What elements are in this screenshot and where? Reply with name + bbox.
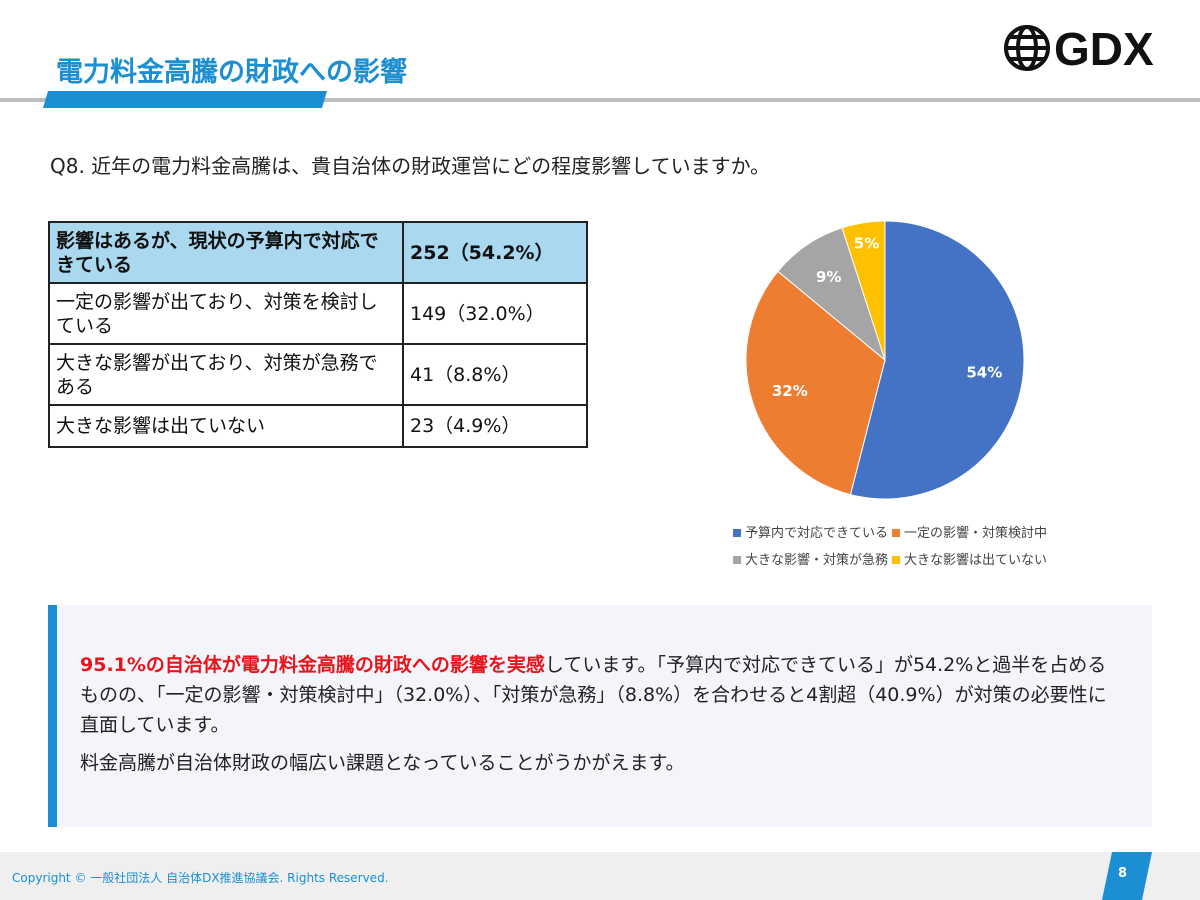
legend-label: 大きな影響は出ていない	[904, 553, 1048, 568]
table-row: 大きな影響は出ていない 23（4.9%）	[48, 404, 588, 448]
question: Q8. 近年の電力料金高騰は、貴自治体の財政運営にどの程度影響していますか。	[50, 154, 771, 178]
summary-text: しています。「予算内で対応できている」が54.2%と過半を占めるものの、「一定の…	[80, 654, 1107, 736]
table-cell: 一定の影響が出ており、対策を検討している	[48, 282, 404, 345]
data-label: 9%	[816, 268, 841, 286]
table-cell: 149（32.0%）	[402, 282, 588, 345]
highlight: 95.1%の自治体が電力料金高騰の財政への影響を実感	[80, 654, 545, 676]
table-cell: 大きな影響が出ており、対策が急務である	[48, 343, 404, 406]
title: 電力料金高騰の財政への影響	[56, 57, 407, 88]
data-label: 54%	[966, 364, 1002, 382]
legend-swatch	[892, 556, 900, 564]
summary: 95.1%の自治体が電力料金高騰の財政への影響を実感しています。「予算内で対応で…	[80, 650, 1125, 786]
legend-item: 大きな影響は出ていない	[892, 547, 1047, 574]
summary-paragraph: 95.1%の自治体が電力料金高騰の財政への影響を実感しています。「予算内で対応で…	[80, 650, 1125, 740]
title-bar	[43, 91, 327, 108]
data-label: 5%	[854, 234, 879, 252]
pie-slice	[745, 270, 886, 496]
table-cell: 大きな影響は出ていない	[48, 404, 404, 448]
pie-slice	[849, 220, 1025, 500]
page-badge	[1102, 852, 1152, 900]
summary-paragraph: 料金高騰が自治体財政の幅広い課題となっていることがうかがえます。	[80, 752, 685, 774]
legend-item: 一定の影響・対策検討中	[892, 520, 1047, 547]
legend-item: 大きな影響・対策が急務	[732, 547, 888, 574]
legend-label: 予算内で対応できている	[744, 526, 888, 541]
table-cell: 41（8.8%）	[402, 343, 588, 406]
table-cell: 252（54.2%）	[402, 221, 588, 284]
pie-slice	[777, 227, 887, 362]
table-cell: 23（4.9%）	[402, 404, 588, 448]
logo-text: GDX	[1054, 23, 1154, 75]
pie-chart: 54% 32% 9% 5%	[745, 220, 1025, 500]
legend-label: 一定の影響・対策検討中	[904, 526, 1048, 541]
table-row: 一定の影響が出ており、対策を検討している 149（32.0%）	[48, 282, 588, 345]
legend-item: 予算内で対応できている	[732, 520, 888, 547]
legend: 予算内で対応できている 一定の影響・対策検討中大きな影響・対策が急務 大きな影響は出…	[700, 520, 1080, 574]
pie-slice	[841, 220, 886, 361]
logo-globe	[1004, 25, 1050, 71]
data-label: 32%	[772, 382, 808, 400]
table-cell: 影響はあるが、現状の予算内で対応できている	[48, 221, 404, 284]
page-number: 8	[1118, 866, 1128, 881]
table-row: 大きな影響が出ており、対策が急務である 41（8.8%）	[48, 343, 588, 406]
results-table: 影響はあるが、現状の予算内で対応できている 252（54.2%） 一定の影響が出てお…	[48, 221, 588, 448]
legend-swatch	[732, 529, 741, 537]
legend-label: 大きな影響・対策が急務	[744, 553, 888, 568]
header-rule	[0, 98, 1200, 102]
footer	[0, 852, 1200, 900]
legend-swatch	[892, 529, 900, 537]
summary-box	[48, 605, 1152, 827]
copyright: Copyright © 一般社団法人 自治体DX推進協議会. Rights Re…	[12, 871, 389, 885]
table-row: 影響はあるが、現状の予算内で対応できている 252（54.2%）	[48, 221, 588, 284]
legend-swatch	[732, 556, 741, 564]
